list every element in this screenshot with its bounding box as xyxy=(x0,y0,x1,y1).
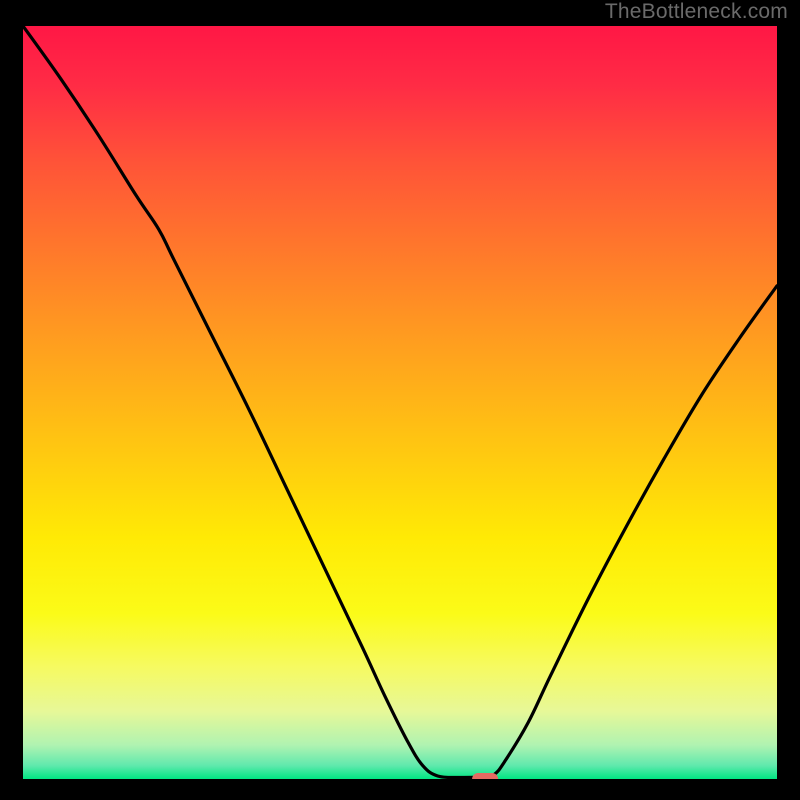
bottleneck-curve xyxy=(23,26,777,779)
plot-area xyxy=(21,24,779,781)
optimum-marker xyxy=(472,773,498,781)
watermark-text: TheBottleneck.com xyxy=(605,0,788,24)
